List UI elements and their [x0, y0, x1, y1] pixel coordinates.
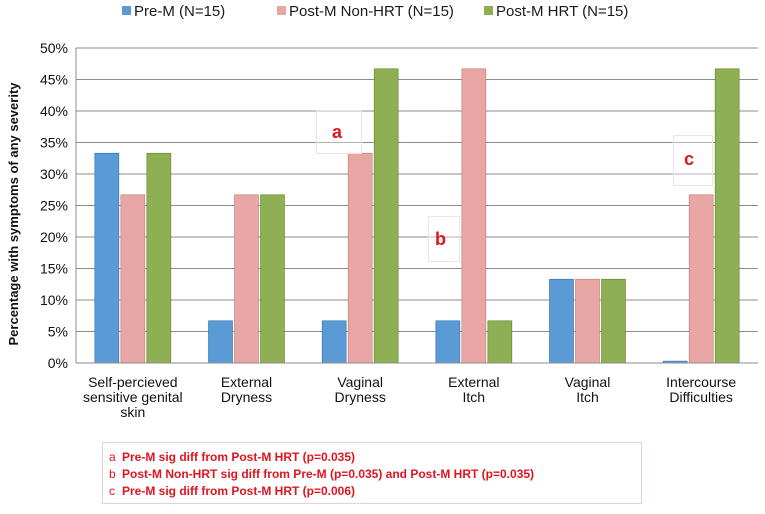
gridlines — [76, 47, 758, 332]
bar — [549, 278, 574, 364]
bar — [321, 320, 347, 364]
legend-item-post-m-non-hrt: Post-M Non-HRT (N=15) — [277, 3, 454, 20]
x-tick-label: Vaginal Dryness — [334, 374, 385, 405]
bar — [373, 68, 399, 364]
bars — [94, 68, 740, 364]
note-text: Pre-M sig diff from Post-M HRT (p=0.035) — [122, 450, 356, 464]
x-tick-label: Vaginal Itch — [565, 374, 611, 405]
x-tick-label-line: Vaginal — [565, 374, 611, 390]
x-tick-label: Intercourse Difficulties — [666, 374, 736, 405]
bar — [120, 194, 146, 364]
legend-item-post-m-hrt: Post-M HRT (N=15) — [484, 3, 628, 20]
axes: 0% 5% 10% 15% 20% 25% 30% 35% 40% 45% 50% Self-perc… — [40, 40, 758, 420]
note-text: Pre-M sig diff from Post-M HRT (p=0.006) — [122, 484, 356, 498]
y-tick-label: 0% — [48, 355, 68, 371]
legend-swatch — [484, 6, 493, 15]
legend-label: Post-M HRT (N=15) — [496, 3, 629, 20]
x-tick-label-line: sensitive genital — [83, 389, 183, 405]
x-tick-label-line: Intercourse — [666, 374, 736, 390]
x-tick-label-line: Itch — [576, 389, 599, 405]
x-tick-label: External Dryness — [221, 374, 272, 405]
bar — [575, 278, 600, 364]
x-tick-label: Self-percieved sensitive genital skin — [83, 374, 183, 420]
note-letter: b — [109, 467, 116, 481]
bar — [260, 194, 285, 364]
annotation-box-a — [316, 110, 362, 154]
bar — [146, 152, 172, 364]
bar — [461, 68, 487, 364]
bar — [94, 152, 120, 364]
legend-label: Pre-M (N=15) — [134, 3, 226, 20]
annotation-box-b — [428, 216, 460, 262]
x-tick-label-line: Itch — [463, 389, 486, 405]
note-letter: c — [109, 484, 115, 498]
bar — [347, 152, 373, 364]
note-letter: a — [109, 450, 116, 464]
y-tick-label: 45% — [40, 72, 68, 88]
y-axis-label: Percentage with symptoms of any severity — [6, 82, 21, 346]
y-tick-label: 25% — [40, 198, 68, 214]
x-tick-label: External Itch — [448, 374, 499, 405]
bar — [435, 320, 461, 364]
legend-swatch — [122, 6, 131, 15]
annotation-c: c — [684, 149, 695, 169]
x-tick-label-line: Dryness — [221, 389, 272, 405]
y-tick-label: 40% — [40, 103, 68, 119]
note-c: c Pre-M sig diff from Post-M HRT (p=0.006… — [109, 483, 641, 500]
x-tick-label-line: Difficulties — [669, 389, 733, 405]
legend-swatch — [277, 6, 286, 15]
x-tick-label-line: Self-percieved — [88, 374, 178, 390]
annotation-b: b — [435, 229, 446, 249]
x-tick-label-line: External — [448, 374, 499, 390]
y-tick-label: 50% — [40, 40, 68, 56]
legend-item-pre-m: Pre-M (N=15) — [122, 3, 225, 20]
significance-notes: a Pre-M sig diff from Post-M HRT (p=0.035… — [102, 442, 642, 504]
x-tick-label-line: Vaginal — [337, 374, 383, 390]
annotation-box-c — [673, 135, 713, 186]
y-tick-label: 30% — [40, 166, 68, 182]
y-tick-label: 15% — [40, 261, 68, 277]
bar — [234, 194, 259, 364]
y-tick-label: 20% — [40, 229, 68, 245]
legend-label: Post-M Non-HRT (N=15) — [289, 3, 454, 20]
y-tick-label: 35% — [40, 135, 68, 151]
note-b: b Post-M Non-HRT sig diff from Pre-M (p=0… — [109, 466, 641, 483]
note-text: Post-M Non-HRT sig diff from Pre-M (p=0.… — [122, 467, 535, 481]
annotation-a: a — [332, 122, 343, 142]
bar — [487, 320, 513, 364]
x-tick-label-line: External — [221, 374, 272, 390]
y-tick-label: 5% — [48, 324, 68, 340]
legend: Pre-M (N=15) Post-M Non-HRT (N=15) Post-… — [0, 1, 765, 23]
note-a: a Pre-M sig diff from Post-M HRT (p=0.035… — [109, 449, 641, 466]
x-tick-label-line: skin — [120, 404, 145, 420]
bar — [714, 68, 740, 364]
y-tick-label: 10% — [40, 292, 68, 308]
bar — [208, 320, 233, 364]
bar — [688, 194, 714, 364]
bar — [601, 278, 626, 364]
x-tick-label-line: Dryness — [334, 389, 385, 405]
